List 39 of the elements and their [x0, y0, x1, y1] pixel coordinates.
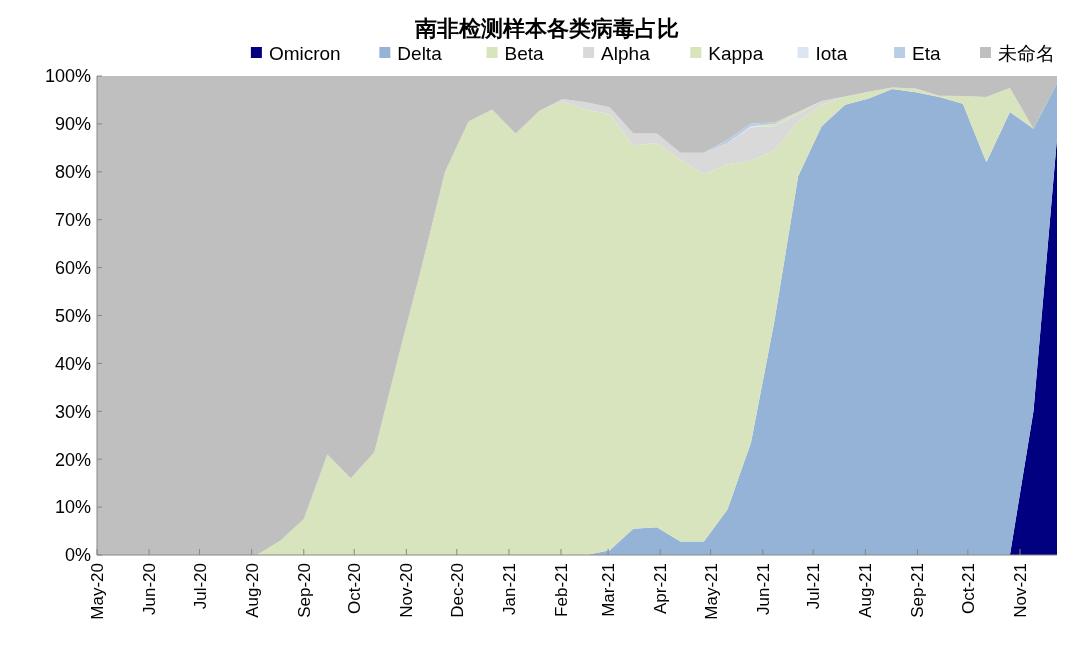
- x-tick-label: Jan-21: [499, 563, 519, 615]
- legend-label: Kappa: [708, 43, 764, 64]
- x-tick-label: Nov-21: [1010, 563, 1030, 618]
- x-tick-label: Sep-20: [294, 563, 314, 618]
- x-tick-label: Feb-21: [551, 563, 571, 617]
- y-tick-label: 50%: [54, 305, 91, 326]
- x-tick-label: Dec-20: [447, 563, 467, 618]
- y-tick-label: 0%: [64, 545, 91, 566]
- x-tick-label: Aug-20: [242, 563, 262, 618]
- x-tick-label: Sep-21: [908, 563, 928, 618]
- y-tick-label: 80%: [54, 162, 91, 183]
- legend-label: Eta: [912, 43, 942, 64]
- x-tick-label: Nov-20: [397, 563, 417, 618]
- chart-title: 南非检测样本各类病毒占比: [414, 16, 679, 41]
- y-tick-label: 70%: [54, 210, 91, 230]
- legend-label: Omicron: [268, 43, 341, 64]
- y-tick-label: 40%: [54, 353, 91, 374]
- y-tick-label: 90%: [54, 114, 91, 135]
- legend-label: Beta: [504, 43, 545, 64]
- x-tick-label: Mar-21: [599, 563, 619, 617]
- x-tick-label: Jun-21: [753, 563, 773, 615]
- x-tick-label: May-21: [701, 563, 721, 620]
- legend-label: Delta: [397, 43, 443, 64]
- y-tick-label: 20%: [54, 449, 91, 470]
- x-tick-label: Jul-20: [190, 563, 210, 610]
- x-tick-label: Oct-20: [345, 563, 365, 615]
- y-tick-label: 30%: [54, 401, 91, 422]
- x-tick-label: May-20: [87, 563, 107, 620]
- y-tick-label: 100%: [44, 66, 91, 87]
- legend-label: Iota: [815, 43, 848, 64]
- x-tick-label: Apr-21: [651, 563, 671, 615]
- y-tick-label: 10%: [54, 497, 91, 518]
- x-tick-label: Jun-20: [140, 563, 160, 615]
- y-tick-label: 60%: [54, 257, 91, 278]
- legend-label: Alpha: [601, 43, 651, 64]
- x-tick-label: Aug-21: [856, 563, 876, 618]
- legend-label: 未命名: [998, 43, 1055, 64]
- x-tick-label: Jul-21: [804, 563, 824, 610]
- x-tick-label: Oct-21: [958, 563, 978, 615]
